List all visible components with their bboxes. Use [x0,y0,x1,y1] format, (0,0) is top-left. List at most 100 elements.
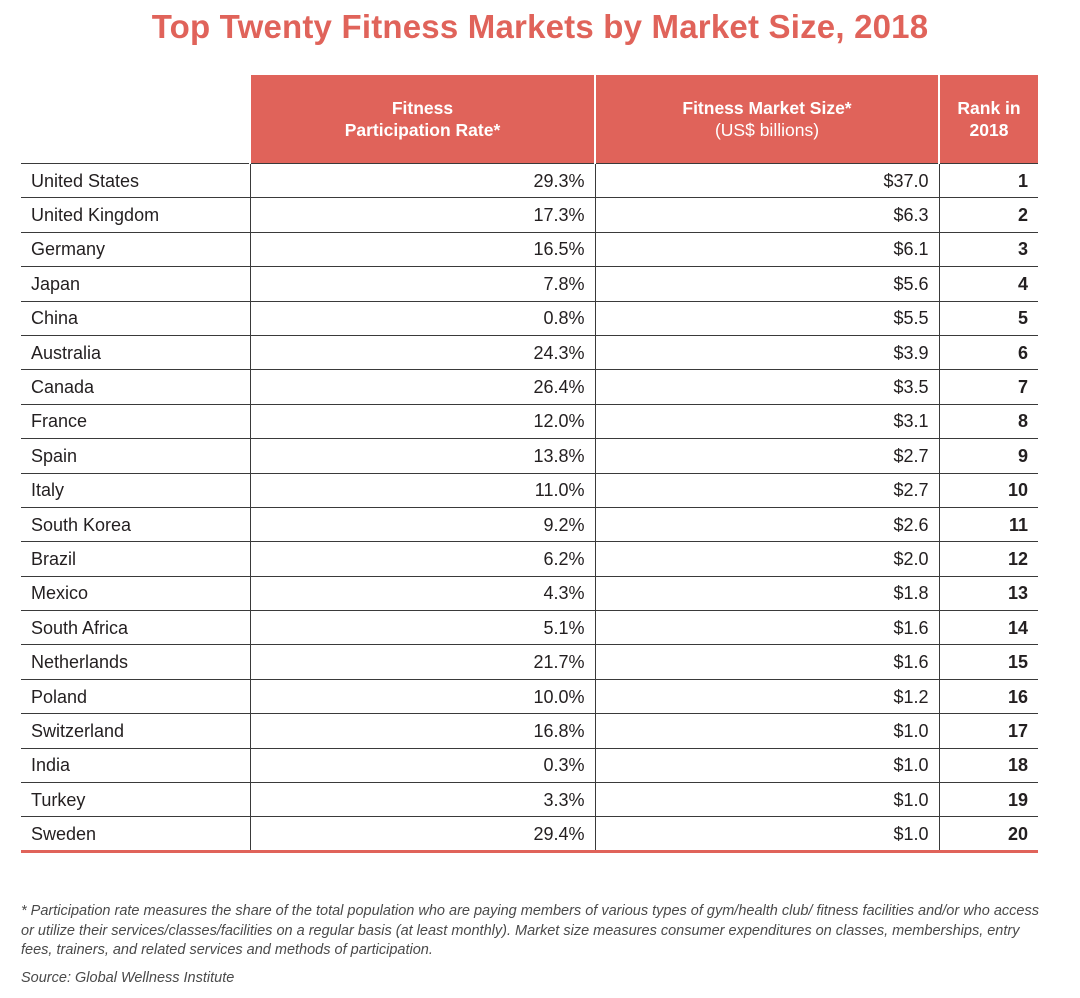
country-cell: Japan [21,266,250,302]
market-size-cell: $1.0 [594,782,939,818]
rank-cell: 13 [938,576,1038,612]
header-participation-line1: Fitness [391,98,454,118]
header-market-size: Fitness Market Size* (US$ billions) [594,75,939,164]
market-size-cell: $5.5 [594,301,939,336]
market-size-cell: $2.7 [594,473,939,508]
header-blank-cell [21,75,250,164]
rank-cell: 19 [938,782,1038,818]
rank-cell: 6 [938,335,1038,371]
country-cell: South Africa [21,610,250,646]
market-size-cell: $1.0 [594,816,939,853]
market-size-cell: $3.9 [594,335,939,371]
header-rank: Rank in 2018 [938,75,1038,164]
market-size-cell: $2.0 [594,541,939,577]
country-cell: United Kingdom [21,197,250,233]
country-cell: Switzerland [21,713,250,749]
participation-rate-cell: 11.0% [249,473,595,508]
rank-cell: 3 [938,232,1038,268]
participation-rate-cell: 12.0% [249,404,595,440]
participation-rate-cell: 13.8% [249,438,595,474]
participation-rate-cell: 16.8% [249,713,595,749]
page-title: Top Twenty Fitness Markets by Market Siz… [151,8,929,45]
table-row: China 0.8% $5.5 5 [21,301,1038,336]
participation-rate-cell: 29.3% [249,163,595,199]
participation-rate-cell: 3.3% [249,782,595,818]
country-cell: South Korea [21,507,250,543]
table-row: India 0.3% $1.0 18 [21,748,1038,784]
participation-rate-cell: 7.8% [249,266,595,302]
country-cell: Australia [21,335,250,371]
market-size-cell: $5.6 [594,266,939,302]
rank-cell: 7 [938,369,1038,405]
participation-rate-cell: 5.1% [249,610,595,646]
table-body: United States 29.3% $37.0 1 United Kingdom 17… [21,163,1038,853]
country-cell: India [21,748,250,784]
country-cell: Netherlands [21,644,250,680]
rank-cell: 1 [938,163,1038,199]
participation-rate-cell: 10.0% [249,679,595,715]
market-size-cell: $37.0 [594,163,939,199]
rank-cell: 17 [938,713,1038,749]
rank-cell: 16 [938,679,1038,715]
country-cell: Mexico [21,576,250,612]
country-cell: Spain [21,438,250,474]
participation-rate-cell: 29.4% [249,816,595,853]
participation-rate-cell: 0.3% [249,748,595,784]
table-row: Switzerland 16.8% $1.0 17 [21,713,1038,749]
table-row: South Korea 9.2% $2.6 11 [21,507,1038,543]
rank-cell: 12 [938,541,1038,577]
participation-rate-cell: 17.3% [249,197,595,233]
market-size-cell: $3.5 [594,369,939,405]
header-participation-line2: Participation Rate* [344,120,501,140]
table-row: Canada 26.4% $3.5 7 [21,369,1038,405]
table-row: United States 29.3% $37.0 1 [21,163,1038,199]
participation-rate-cell: 0.8% [249,301,595,336]
rank-cell: 14 [938,610,1038,646]
table-row: Italy 11.0% $2.7 10 [21,473,1038,508]
header-row: Fitness Participation Rate* Fitness Mark… [21,75,1038,164]
participation-rate-cell: 21.7% [249,644,595,680]
country-cell: Turkey [21,782,250,818]
participation-rate-cell: 9.2% [249,507,595,543]
rank-cell: 5 [938,301,1038,336]
market-size-cell: $3.1 [594,404,939,440]
rank-cell: 18 [938,748,1038,784]
country-cell: Brazil [21,541,250,577]
rank-cell: 2 [938,197,1038,233]
table-row: Turkey 3.3% $1.0 19 [21,782,1038,818]
market-size-cell: $1.0 [594,713,939,749]
fitness-markets-table: Fitness Participation Rate* Fitness Mark… [21,75,1038,853]
market-size-cell: $6.1 [594,232,939,268]
header-market-size-line1: Fitness Market Size* [682,98,852,118]
market-size-cell: $1.8 [594,576,939,612]
rank-cell: 8 [938,404,1038,440]
market-size-cell: $1.0 [594,748,939,784]
rank-cell: 15 [938,644,1038,680]
table-row: Poland 10.0% $1.2 16 [21,679,1038,715]
table-row: Australia 24.3% $3.9 6 [21,335,1038,371]
table-row: Mexico 4.3% $1.8 13 [21,576,1038,612]
country-cell: Germany [21,232,250,268]
rank-cell: 9 [938,438,1038,474]
country-cell: United States [21,163,250,199]
country-cell: Poland [21,679,250,715]
footnote: * Participation rate measures the share … [21,903,1039,958]
table-row: Netherlands 21.7% $1.6 15 [21,644,1038,680]
participation-rate-cell: 16.5% [249,232,595,268]
market-size-cell: $2.7 [594,438,939,474]
table-row: Brazil 6.2% $2.0 12 [21,541,1038,577]
header-market-size-line2: (US$ billions) [714,120,820,140]
country-cell: China [21,301,250,336]
header-rank-line2: 2018 [969,120,1009,140]
table-row: South Africa 5.1% $1.6 14 [21,610,1038,646]
participation-rate-cell: 26.4% [249,369,595,405]
rank-cell: 10 [938,473,1038,508]
header-participation-rate: Fitness Participation Rate* [249,75,595,164]
market-size-cell: $1.2 [594,679,939,715]
country-cell: Italy [21,473,250,508]
table-row: Sweden 29.4% $1.0 20 [21,816,1038,853]
table-row: France 12.0% $3.1 8 [21,404,1038,440]
market-size-cell: $6.3 [594,197,939,233]
rank-cell: 11 [938,507,1038,543]
